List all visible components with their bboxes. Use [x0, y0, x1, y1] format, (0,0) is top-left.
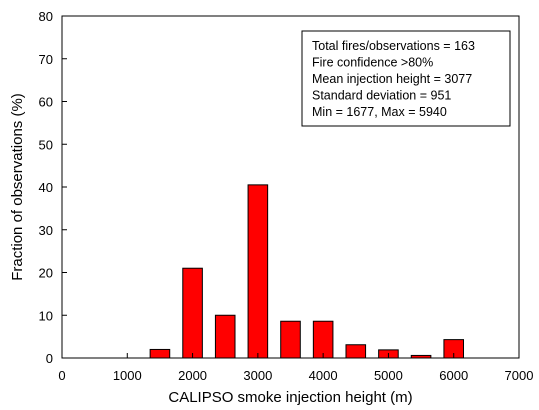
histogram-bar [182, 267, 203, 359]
x-tick-label: 7000 [505, 368, 534, 383]
stats-line: Mean injection height = 3077 [312, 72, 472, 86]
x-axis: 0 1000 2000 3000 4000 5000 6000 7000 [58, 353, 533, 383]
y-tick-label: 40 [39, 180, 53, 195]
bars-layer [149, 184, 465, 359]
histogram-bar [280, 320, 301, 359]
y-tick-label: 70 [39, 52, 53, 67]
y-tick-label: 50 [39, 137, 53, 152]
y-tick-label: 80 [39, 9, 53, 24]
stats-box-border [301, 30, 511, 127]
histogram-bar [214, 314, 236, 359]
stats-line: Total fires/observations = 163 [312, 39, 475, 53]
y-tick-label: 30 [39, 223, 53, 238]
x-tick-label: 5000 [374, 368, 403, 383]
x-tick-label: 3000 [243, 368, 272, 383]
x-tick-label: 4000 [309, 368, 338, 383]
stats-box: Total fires/observations = 163 Fire conf… [301, 30, 511, 127]
y-tick-label: 10 [39, 308, 53, 323]
y-axis: 0 10 20 30 40 50 60 70 80 [39, 9, 67, 366]
y-tick-label: 60 [39, 95, 53, 110]
y-axis-title: Fraction of observations (%) [9, 93, 26, 281]
histogram-bar [312, 320, 334, 359]
stats-line: Min = 1677, Max = 5940 [312, 105, 447, 119]
histogram-bar [149, 348, 171, 359]
x-tick-label: 6000 [439, 368, 468, 383]
x-tick-label: 1000 [113, 368, 142, 383]
y-tick-label: 0 [46, 351, 53, 366]
histogram-bar [345, 344, 367, 359]
stats-line: Standard deviation = 951 [312, 89, 451, 103]
y-tick-label: 20 [39, 266, 53, 281]
x-tick-label: 2000 [178, 368, 207, 383]
x-axis-title: CALIPSO smoke injection height (m) [168, 389, 412, 406]
x-tick-label: 0 [58, 368, 65, 383]
stats-line: Fire confidence >80% [312, 56, 433, 70]
histogram-bar [247, 184, 269, 359]
